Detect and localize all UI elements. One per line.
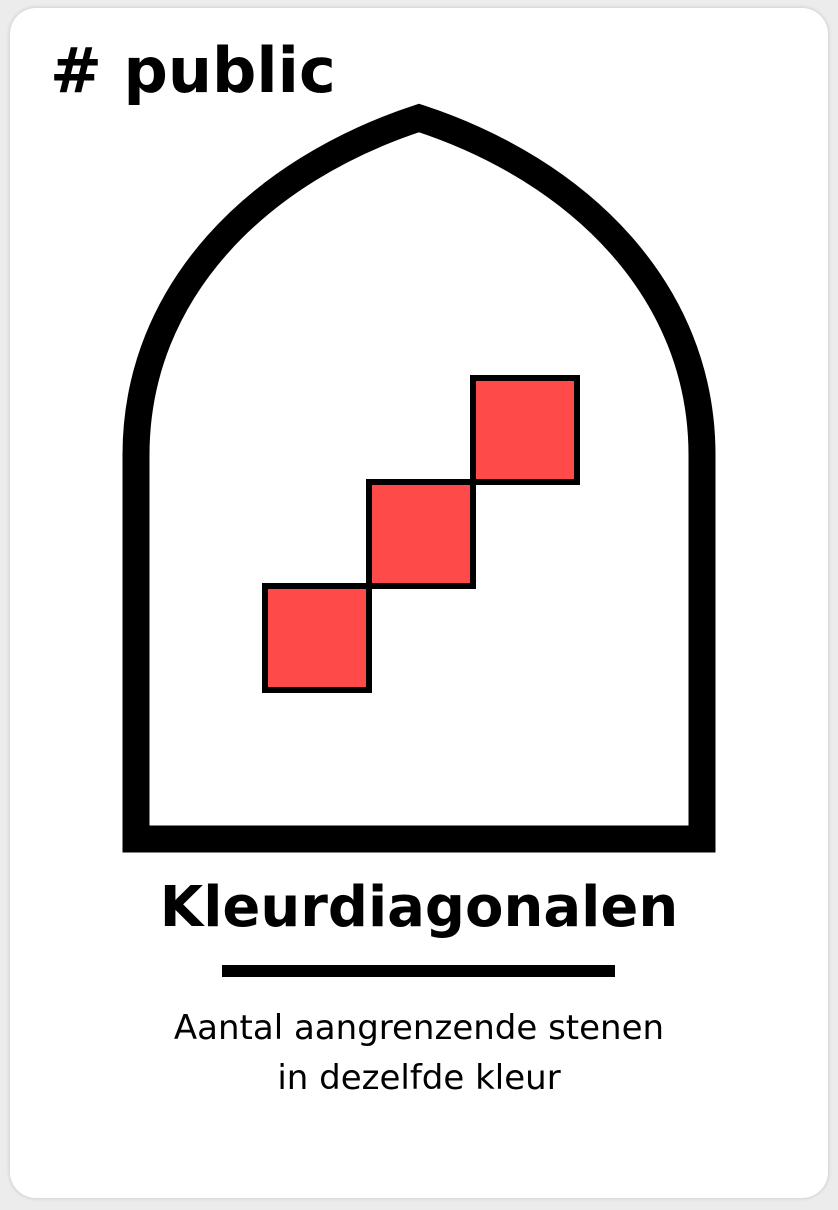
red-tile-1	[262, 583, 372, 693]
red-tile-3	[470, 375, 580, 485]
window-frame	[122, 103, 716, 853]
title-divider	[222, 965, 615, 977]
category-tag: # public	[50, 34, 336, 107]
diagonal-tiles-icon	[262, 375, 580, 693]
card-description: Aantal aangrenzende stenen in dezelfde k…	[0, 1003, 838, 1103]
description-line-1: Aantal aangrenzende stenen	[173, 1008, 665, 1048]
card-title: Kleurdiagonalen	[159, 875, 679, 940]
description-line-2: in dezelfde kleur	[277, 1058, 561, 1098]
red-tile-2	[366, 479, 476, 589]
